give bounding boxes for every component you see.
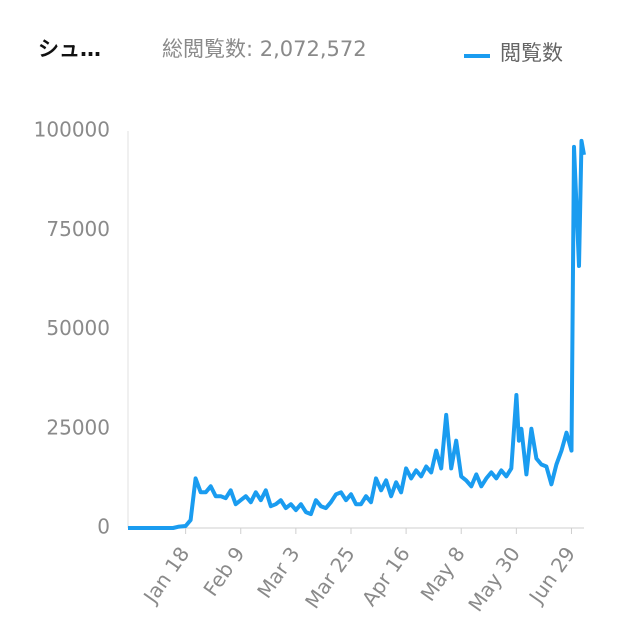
x-tick-label: May 30 xyxy=(463,542,525,616)
x-tick-label: Jun 29 xyxy=(523,542,580,609)
x-tick-label: Mar 25 xyxy=(300,542,360,613)
chart-subtitle: 総閲覧数: 2,072,572 xyxy=(162,37,367,61)
x-tick-label: Jan 18 xyxy=(137,542,194,609)
x-tick-label: Apr 16 xyxy=(357,542,415,610)
x-tick-label: Feb 9 xyxy=(198,542,249,600)
x-tick-label: Mar 3 xyxy=(252,542,304,602)
y-tick-label: 75000 xyxy=(46,217,110,241)
y-tick-label: 50000 xyxy=(46,316,110,340)
chart-title: シュ… xyxy=(38,37,101,61)
y-tick-label: 0 xyxy=(97,515,110,539)
legend-label: 閲覧数 xyxy=(500,41,563,65)
x-tick-label: May 8 xyxy=(416,542,470,605)
y-tick-label: 25000 xyxy=(46,415,110,439)
y-tick-label: 100000 xyxy=(34,118,110,142)
line-series xyxy=(128,138,586,530)
